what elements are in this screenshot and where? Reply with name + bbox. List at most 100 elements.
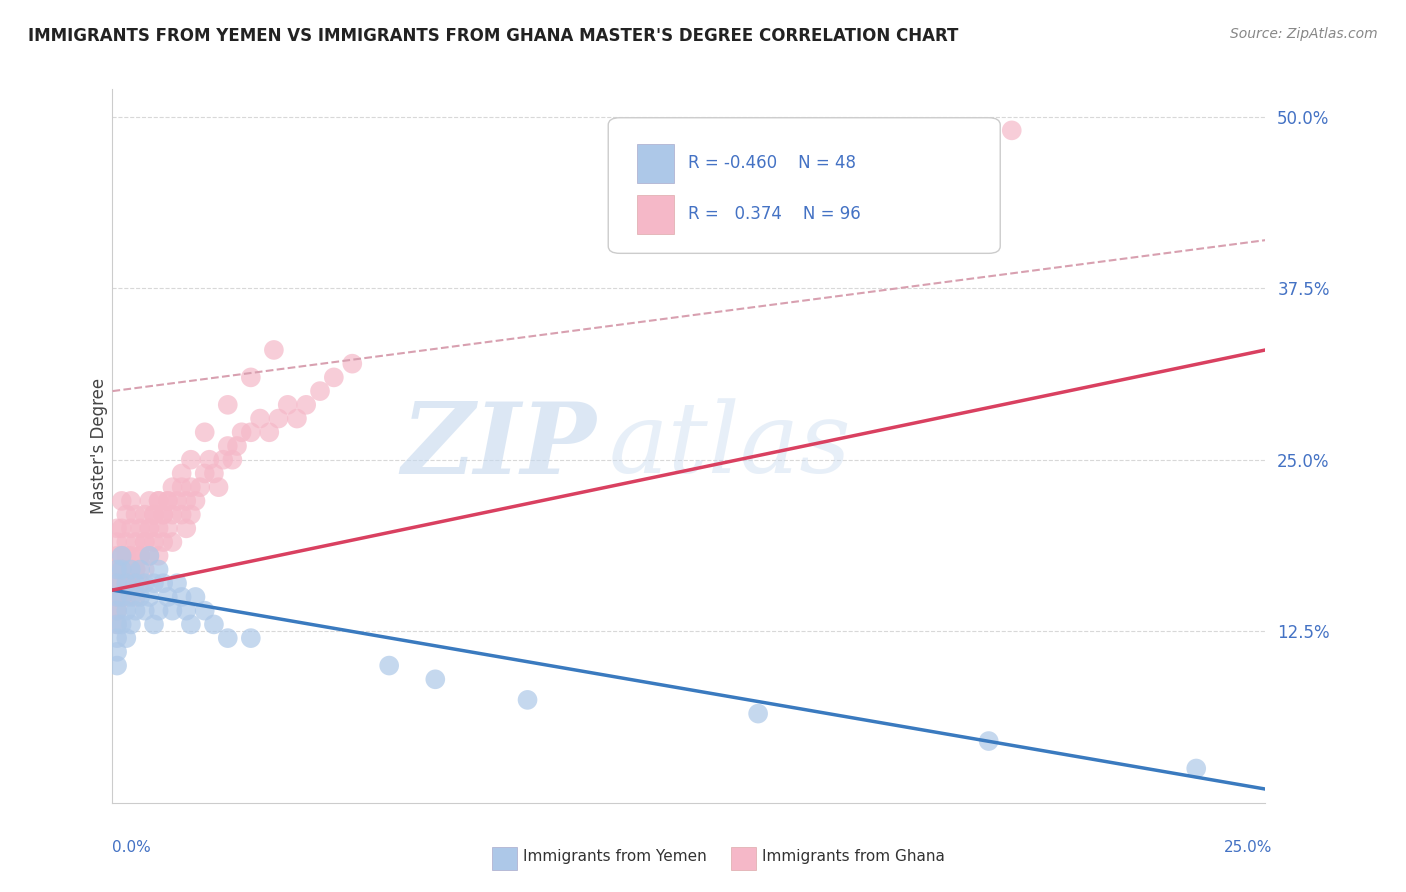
Point	[105, 535, 128, 549]
Text: atlas: atlas	[609, 399, 851, 493]
Point	[115, 604, 138, 618]
Point	[105, 562, 128, 576]
Point	[129, 562, 152, 576]
Point	[124, 508, 146, 522]
Point	[138, 494, 160, 508]
Point	[124, 604, 146, 618]
Point	[120, 521, 142, 535]
Point	[1185, 762, 1208, 776]
Point	[111, 562, 134, 576]
Point	[105, 521, 128, 535]
Point	[111, 521, 134, 535]
Point	[129, 590, 152, 604]
Point	[342, 357, 364, 371]
Point	[115, 590, 138, 604]
Point	[148, 521, 170, 535]
Point	[152, 508, 174, 522]
Point	[156, 590, 179, 604]
Point	[277, 398, 299, 412]
Point	[516, 693, 538, 707]
Point	[259, 425, 281, 440]
Point	[134, 604, 156, 618]
Point	[143, 535, 166, 549]
Point	[115, 535, 138, 549]
Point	[115, 562, 138, 576]
Point	[207, 480, 229, 494]
FancyBboxPatch shape	[637, 194, 673, 234]
Point	[138, 590, 160, 604]
Point	[198, 452, 221, 467]
Point	[156, 494, 179, 508]
Point	[105, 590, 128, 604]
Point	[162, 535, 184, 549]
Point	[143, 508, 166, 522]
Point	[309, 384, 332, 398]
Point	[295, 398, 318, 412]
Point	[322, 370, 344, 384]
Point	[134, 535, 156, 549]
Point	[156, 494, 179, 508]
Point	[194, 425, 217, 440]
Point	[120, 576, 142, 591]
Point	[180, 617, 202, 632]
Point	[1001, 123, 1024, 137]
Point	[111, 590, 134, 604]
Point	[105, 604, 128, 618]
Point	[120, 576, 142, 591]
Point	[138, 521, 160, 535]
Text: Source: ZipAtlas.com: Source: ZipAtlas.com	[1230, 27, 1378, 41]
Point	[425, 673, 447, 687]
Point	[105, 604, 128, 618]
Point	[120, 562, 142, 576]
Point	[111, 494, 134, 508]
Point	[134, 508, 156, 522]
Point	[120, 494, 142, 508]
Point	[226, 439, 249, 453]
Point	[166, 576, 188, 591]
Point	[120, 549, 142, 563]
Point	[194, 467, 217, 481]
Point	[129, 576, 152, 591]
Point	[180, 452, 202, 467]
Point	[115, 631, 138, 645]
Point	[120, 590, 142, 604]
Point	[138, 549, 160, 563]
Point	[212, 452, 235, 467]
Point	[105, 576, 128, 591]
Point	[285, 411, 308, 425]
Point	[174, 494, 197, 508]
Point	[111, 549, 134, 563]
Point	[156, 521, 179, 535]
Point	[134, 535, 156, 549]
Point	[138, 521, 160, 535]
Point	[184, 494, 207, 508]
Point	[115, 508, 138, 522]
Point	[239, 425, 262, 440]
Point	[124, 576, 146, 591]
Point	[111, 562, 134, 576]
Point	[217, 631, 239, 645]
Point	[111, 562, 134, 576]
Point	[180, 508, 202, 522]
Text: 0.0%: 0.0%	[112, 840, 152, 855]
Point	[174, 604, 197, 618]
Point	[105, 562, 128, 576]
Point	[152, 576, 174, 591]
Point	[162, 604, 184, 618]
Point	[105, 590, 128, 604]
Point	[143, 617, 166, 632]
Point	[148, 562, 170, 576]
Point	[184, 590, 207, 604]
Point	[162, 508, 184, 522]
Point	[378, 658, 401, 673]
Point	[267, 411, 290, 425]
Text: R = -0.460    N = 48: R = -0.460 N = 48	[688, 154, 856, 172]
Point	[111, 617, 134, 632]
Point	[115, 576, 138, 591]
Point	[129, 549, 152, 563]
Point	[148, 604, 170, 618]
Point	[143, 576, 166, 591]
FancyBboxPatch shape	[637, 144, 673, 183]
Point	[115, 549, 138, 563]
Point	[170, 480, 193, 494]
